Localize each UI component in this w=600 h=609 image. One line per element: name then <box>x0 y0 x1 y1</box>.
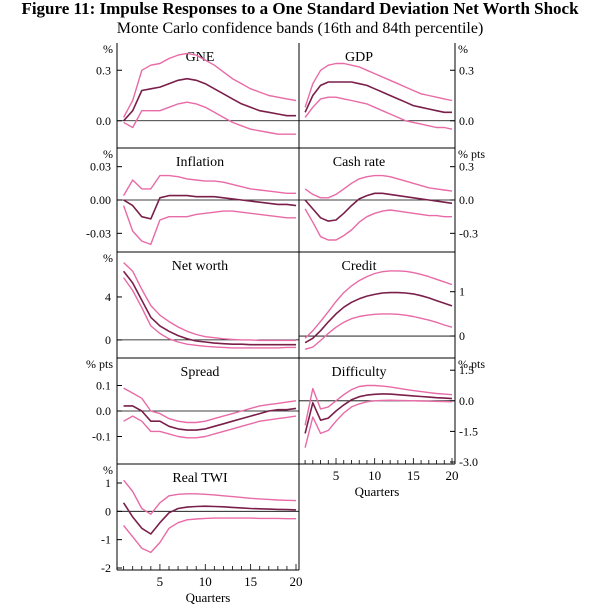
gdp-ytick-label-1: 0.0 <box>459 114 474 128</box>
inflation-ytick-label-0: 0.03 <box>90 160 111 174</box>
net-worth-unit-label: % <box>103 251 113 265</box>
net-worth-median-line <box>122 270 296 346</box>
real-twi-title: Real TWI <box>172 471 228 486</box>
inflation-ytick-label-1: 0.00 <box>90 193 111 207</box>
cash-rate-ytick-label-0: 0.3 <box>459 160 474 174</box>
cash-rate-ytick-label-2: -0.3 <box>459 226 478 240</box>
credit-title: Credit <box>342 259 377 274</box>
real-twi-ytick-label-0: 1 <box>105 476 111 490</box>
left-x-axis-xtick-label-20: 20 <box>290 574 303 589</box>
difficulty-ytick-label-1: 0.0 <box>459 394 474 408</box>
spread-median-line <box>123 405 297 431</box>
difficulty-unit-label: % pts <box>458 357 485 371</box>
inflation-title: Inflation <box>176 155 224 170</box>
spread-lower-line <box>123 415 297 439</box>
difficulty-ytick-label-2: -1.5 <box>459 424 478 438</box>
gdp-ytick-label-0: 0.3 <box>459 63 474 77</box>
gne-unit-label: % <box>103 42 113 56</box>
figure-subtitle: Monte Carlo confidence bands (16th and 8… <box>116 20 484 37</box>
gdp-title: GDP <box>345 50 373 65</box>
left-x-axis-xtick-label-15: 15 <box>244 574 257 589</box>
credit-ytick-label-1: 0 <box>459 329 465 343</box>
inflation-ytick-label-2: -0.03 <box>86 226 111 240</box>
net-worth-upper-line <box>123 262 296 342</box>
cash-rate-title: Cash rate <box>333 155 385 170</box>
net-worth-title: Net worth <box>172 259 228 274</box>
real-twi-median-line <box>122 502 297 535</box>
spread-ytick-label-1: 0.0 <box>96 404 111 418</box>
difficulty-ytick-label-3: -3.0 <box>459 455 478 469</box>
left-x-axis-xlabel: Quarters <box>186 590 231 605</box>
right-x-axis-xtick-label-20: 20 <box>446 468 459 483</box>
gne-upper-line <box>122 52 297 118</box>
right-x-axis-xtick-label-5: 5 <box>333 468 340 483</box>
real-twi-unit-label: % <box>103 463 113 477</box>
inflation-median-line <box>123 194 297 220</box>
figure-title: Figure 11: Impulse Responses to a One St… <box>21 0 579 18</box>
inflation-unit-label: % <box>103 147 113 161</box>
credit-median-line <box>304 291 453 344</box>
gdp-median-line <box>304 81 452 114</box>
cash-rate-median-line <box>304 192 453 222</box>
credit-ytick-label-0: 1 <box>459 285 465 299</box>
difficulty-median-line <box>304 393 453 434</box>
real-twi-ytick-label-3: -2 <box>101 561 111 575</box>
credit-upper-line <box>304 270 453 339</box>
net-worth-ytick-label-0: 4 <box>105 290 111 304</box>
spread-ytick-label-2: -0.1 <box>92 430 111 444</box>
cash-rate-lower-line <box>304 208 452 241</box>
right-x-axis-xlabel: Quarters <box>355 484 400 499</box>
inflation-upper-line <box>122 174 296 196</box>
spread-ytick-label-0: 0.1 <box>96 379 111 393</box>
real-twi-lower-line <box>123 517 296 554</box>
spread-title: Spread <box>181 365 220 380</box>
net-worth-lower-line <box>123 277 296 349</box>
inflation-lower-line <box>122 205 296 246</box>
gne-lower-line <box>123 101 296 135</box>
gdp-unit-label: % <box>458 42 468 56</box>
gne-ytick-label-0: 0.3 <box>96 63 111 77</box>
real-twi-ytick-label-2: -1 <box>101 533 111 547</box>
net-worth-ytick-label-1: 0 <box>105 333 111 347</box>
gdp-lower-line <box>304 96 453 130</box>
difficulty-lower-line <box>304 399 453 448</box>
difficulty-ytick-label-0: 1.5 <box>459 363 474 377</box>
gne-median-line <box>123 77 296 122</box>
gne-ytick-label-1: 0.0 <box>96 114 111 128</box>
spread-upper-line <box>123 387 297 424</box>
left-x-axis-xtick-label-5: 5 <box>157 574 164 589</box>
left-x-axis-xtick-label-10: 10 <box>199 574 212 589</box>
cash-rate-unit-label: % pts <box>458 147 485 161</box>
right-x-axis-xtick-label-10: 10 <box>368 468 381 483</box>
spread-unit-label: % pts <box>86 357 113 371</box>
difficulty-upper-line <box>304 384 453 426</box>
gdp-upper-line <box>304 62 453 108</box>
right-x-axis-xtick-label-15: 15 <box>407 468 420 483</box>
credit-lower-line <box>304 313 453 350</box>
real-twi-ytick-label-1: 0 <box>105 504 111 518</box>
real-twi-upper-line <box>123 479 297 515</box>
cash-rate-ytick-label-1: 0.0 <box>459 193 474 207</box>
difficulty-title: Difficulty <box>332 365 387 380</box>
cash-rate-upper-line <box>304 174 453 199</box>
